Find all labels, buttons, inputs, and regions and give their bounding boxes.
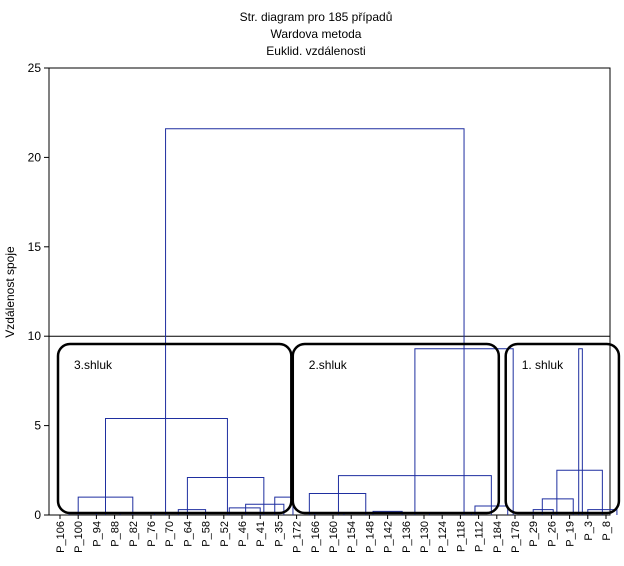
y-tick-label-3: 15 — [28, 240, 42, 254]
leaf-label-5: P_76 — [146, 521, 158, 547]
dendrogram-link-10 — [308, 493, 367, 515]
dendrogram-link-4 — [228, 507, 261, 515]
leaf-label-26: P_29 — [528, 521, 540, 547]
y-tick-label-1: 5 — [34, 419, 41, 433]
leaf-label-12: P_35 — [273, 521, 285, 547]
leaf-label-30: P_8 — [601, 521, 613, 541]
dendrogram-link-21 — [165, 128, 465, 515]
leaf-label-0: P_106 — [55, 521, 67, 553]
cluster-label-2: 1. shluk — [522, 358, 564, 372]
leaf-label-25: P_178 — [510, 521, 522, 553]
leaf-label-6: P_70 — [164, 521, 176, 547]
leaf-label-27: P_26 — [546, 521, 558, 547]
leaf-labels: P_106 P_100 P_94 P_88 P_82 P_76 P_70 P_64 P_58 P_… — [55, 515, 613, 553]
cluster-box-1 — [291, 342, 501, 515]
dendrogram-link-20 — [578, 348, 583, 515]
leaf-label-2: P_94 — [91, 521, 103, 547]
leaf-label-1: P_100 — [73, 521, 85, 553]
leaf-label-8: P_58 — [201, 521, 213, 547]
chart-title-line-3: Euklid. vzdálenosti — [266, 44, 365, 58]
cluster-boxes: 3.shluk 2.shluk 1. shluk — [56, 342, 621, 515]
leaf-label-14: P_166 — [310, 521, 322, 553]
dendrogram-link-8 — [105, 417, 228, 515]
leaf-label-18: P_142 — [383, 521, 395, 553]
y-tick-label-2: 10 — [28, 329, 42, 343]
leaf-label-19: P_136 — [401, 521, 413, 553]
leaf-label-10: P_46 — [237, 521, 249, 547]
leaf-label-20: P_130 — [419, 521, 431, 553]
leaf-label-11: P_41 — [255, 521, 267, 547]
leaf-label-17: P_148 — [364, 521, 376, 553]
dendrogram-link-17 — [541, 498, 574, 515]
leaf-label-3: P_88 — [110, 521, 122, 547]
y-tick-label-0: 0 — [34, 508, 41, 522]
leaf-label-22: P_118 — [455, 521, 467, 552]
y-axis-ticks: 0 5 10 15 20 25 — [28, 61, 49, 522]
plot-frame — [48, 67, 611, 516]
leaf-label-7: P_64 — [182, 521, 194, 547]
cluster-box-0 — [56, 342, 293, 515]
leaf-label-28: P_19 — [565, 521, 577, 547]
dendrogram-link-19 — [556, 469, 603, 515]
leaf-label-15: P_160 — [328, 521, 340, 553]
y-tick-label-5: 25 — [28, 61, 42, 75]
dendrogram-link-7 — [186, 476, 265, 515]
leaf-label-13: P_172 — [292, 521, 304, 553]
y-axis-title: Vzdálenost spoje — [3, 246, 17, 338]
chart-titles: Str. diagram pro 185 případů Wardova met… — [240, 10, 393, 58]
dendrogram-link-6 — [245, 503, 285, 515]
leaf-label-24: P_184 — [492, 521, 504, 553]
cluster-box-2 — [504, 342, 621, 515]
y-tick-label-4: 20 — [28, 150, 42, 164]
leaf-label-23: P_112 — [474, 521, 486, 552]
leaf-label-21: P_124 — [437, 521, 449, 553]
dendrogram-links — [68, 128, 618, 515]
leaf-label-16: P_154 — [346, 521, 358, 553]
leaf-label-9: P_52 — [219, 521, 231, 547]
chart-title-line-2: Wardova metoda — [271, 27, 362, 41]
cluster-label-1: 2.shluk — [309, 358, 348, 372]
cluster-label-0: 3.shluk — [74, 358, 113, 372]
leaf-label-29: P_3 — [583, 521, 595, 541]
chart-title-line-1: Str. diagram pro 185 případů — [240, 10, 393, 24]
leaf-label-4: P_82 — [128, 521, 140, 547]
